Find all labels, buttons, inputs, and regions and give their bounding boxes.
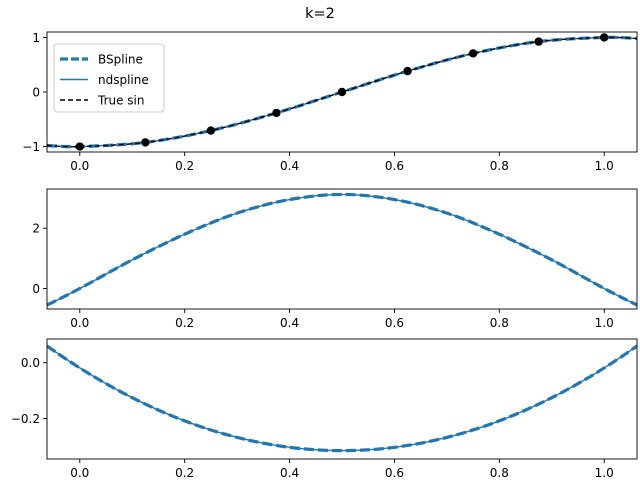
x-tick-label: 0.4 [280,316,299,330]
y-tick-label: 0 [32,282,40,296]
y-tick-label: 0.0 [21,356,40,370]
series-group [47,344,637,453]
data-point [337,87,347,97]
x-tick-label: 0.6 [385,316,404,330]
data-point [206,126,216,135]
y-tick-label: −1 [22,140,40,154]
data-point [403,66,412,76]
subplot-1: 0.0 0.2 0.4 0.6 0.8 1.0 −1 0 1 BSpline ndspline Tru… [22,31,638,173]
x-tick-label: 0.6 [385,159,404,173]
x-tick-label: 0.8 [490,159,509,173]
data-point [600,33,609,42]
y-tick-label: 1 [32,31,40,45]
series-line-bspline [47,192,637,307]
legend-label: ndspline [98,73,149,87]
x-tick-label: 0.4 [280,159,299,173]
subplot-3: 0.0 0.2 0.4 0.6 0.8 1.0 0.0 −0.2 [11,338,638,480]
legend-label: BSpline [98,52,143,66]
x-tick-label: 0.4 [280,466,299,480]
x-tick-label: 0.6 [385,466,404,480]
series-line-bspline [47,344,637,453]
x-tick-label: 1.0 [595,159,614,173]
y-tick-label: −0.2 [11,412,40,426]
series-line-true-sin [47,36,637,148]
y-tick-label: 2 [32,221,40,235]
data-point [272,108,281,118]
data-point [468,49,478,58]
figure-title: k=2 [305,6,335,22]
x-tick-label: 0.2 [175,159,194,173]
x-tick-label: 0.0 [70,316,89,330]
x-tick-label: 1.0 [595,466,614,480]
x-tick-label: 1.0 [595,316,614,330]
legend-label: True sin [97,93,145,107]
x-tick-label: 0.2 [175,466,194,480]
subplot-2: 0.0 0.2 0.4 0.6 0.8 1.0 0 2 [32,188,638,330]
y-tick-label: 0 [32,85,40,99]
x-tick-label: 0.8 [490,466,509,480]
legend-box [53,43,165,113]
x-tick-label: 0.8 [490,316,509,330]
x-tick-label: 0.0 [70,466,89,480]
axes-frame [46,188,638,310]
series-group [47,192,637,307]
x-tick-label: 0.2 [175,316,194,330]
x-tick-label: 0.0 [70,159,89,173]
legend: BSpline ndspline True sin [53,43,165,113]
subplots: 0.0 0.2 0.4 0.6 0.8 1.0 −1 0 1 BSpline ndspline Tru… [11,31,638,480]
data-point [534,37,543,46]
series-line-ndspline [47,345,637,452]
series-line-ndspline [47,193,637,306]
data-point [141,138,150,147]
axes-frame [46,338,638,460]
data-point [75,142,84,151]
